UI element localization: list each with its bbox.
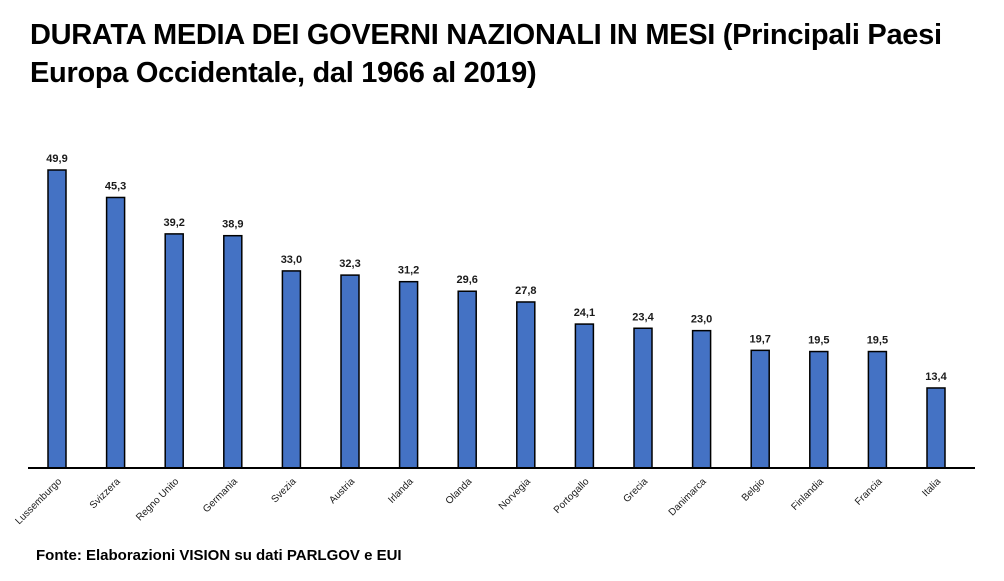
bar-portogallo [574,323,595,469]
data-label: 39,2 [163,217,184,229]
bar-italia [926,387,946,469]
data-label: 23,0 [691,314,712,326]
bar-belgio [750,349,770,469]
bar-finlandia [809,350,829,469]
data-label: 27,8 [515,285,536,297]
x-tick-label: Svizzera [88,476,123,511]
bar-lussemburgo [47,169,67,469]
data-label: 24,1 [574,307,595,319]
chart-title: DURATA MEDIA DEI GOVERNI NAZIONALI IN ME… [30,19,942,89]
bar-svezia [281,270,302,469]
bar-francia [867,350,888,469]
bar-austria [340,274,360,469]
x-tick-labels-group: Lussemburgo Svizzera Regno Unito Germania Sv… [13,476,943,527]
data-label: 31,2 [398,265,419,277]
data-labels-group: 49,9 45,3 39,2 38,9 33,0 32,3 31,2 29,6 27,8 24,1… [46,153,947,383]
data-label: 32,3 [339,258,360,270]
x-tick-label: Olanda [444,476,475,507]
data-label: 13,4 [925,371,947,383]
data-label: 33,0 [281,254,302,266]
bar-chart: 49,9 45,3 39,2 38,9 33,0 32,3 31,2 29,6 27,8 24,1… [13,153,975,527]
x-tick-label: Danimarca [667,476,709,518]
bar-olanda [457,290,477,469]
bar-norvegia [516,301,536,469]
bar-grecia [633,327,653,469]
data-label: 29,6 [456,274,477,286]
x-tick-label: Regno Unito [134,476,181,523]
data-label: 23,4 [632,311,654,323]
data-label: 45,3 [105,180,126,192]
x-tick-label: Irlanda [386,476,416,506]
data-label: 38,9 [222,219,243,231]
data-label: 19,7 [749,333,770,345]
x-tick-label: Portogallo [552,476,592,516]
bar-danimarca [691,329,712,469]
x-tick-label: Germania [201,476,240,515]
bar-svizzera [105,196,126,469]
data-label: 49,9 [46,153,67,165]
x-tick-label: Austria [327,476,357,506]
data-label: 19,5 [808,335,829,347]
data-label: 19,5 [867,335,888,347]
x-tick-label: Norvegia [497,476,533,512]
x-tick-label: Svezia [270,476,299,505]
bar-irlanda [398,280,419,469]
bar-germania [223,234,243,469]
x-tick-label: Italia [920,476,943,499]
x-tick-label: Finlandia [789,476,826,513]
x-tick-label: Francia [853,476,885,508]
bars-group [47,169,946,469]
x-tick-label: Lussemburgo [13,476,64,527]
x-tick-label: Belgio [740,476,768,504]
bar-regno-unito [164,233,184,469]
source-note: Fonte: Elaborazioni VISION su dati PARLG… [36,547,402,564]
x-tick-label: Grecia [622,476,651,505]
